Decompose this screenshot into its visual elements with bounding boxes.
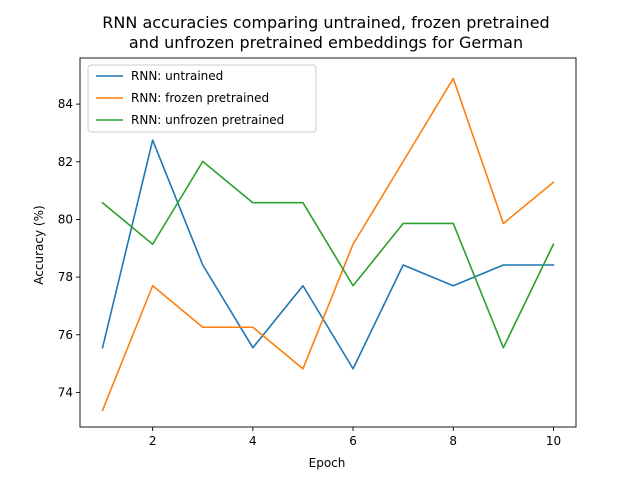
- chart-title-line-2: and unfrozen pretrained embeddings for G…: [129, 33, 523, 52]
- plot-frame: [79, 57, 577, 428]
- legend-label-1: RNN: untrained: [131, 69, 223, 83]
- x-tick-label: 2: [149, 434, 157, 448]
- y-tick-label: 78: [58, 270, 73, 284]
- chart-title-line-1: RNN accuracies comparing untrained, froz…: [102, 13, 549, 32]
- legend-box: [87, 64, 317, 133]
- series-line-2: [101, 77, 555, 412]
- y-tick-label: 74: [58, 385, 73, 399]
- x-tick-label: 4: [249, 434, 257, 448]
- y-tick-label: 76: [58, 328, 73, 342]
- ticks: 2 4 6 8 10 74 76 78 80 82 84: [58, 97, 561, 448]
- series-line-3: [101, 160, 555, 349]
- y-tick-label: 84: [58, 97, 73, 111]
- plot-lines: [101, 77, 555, 412]
- y-tick-label: 82: [58, 155, 73, 169]
- y-axis-label: Accuracy (%): [32, 205, 46, 284]
- legend: RNN: untrained RNN: frozen pretrained RNN:…: [87, 64, 317, 133]
- x-tick-label: 6: [349, 434, 357, 448]
- x-axis-label: Epoch: [309, 456, 346, 470]
- legend-label-3: RNN: unfrozen pretrained: [131, 113, 284, 127]
- legend-label-2: RNN: frozen pretrained: [131, 91, 269, 105]
- y-tick-label: 80: [58, 212, 73, 226]
- x-tick-label: 8: [449, 434, 457, 448]
- axes: [79, 57, 577, 428]
- x-tick-label: 10: [546, 434, 561, 448]
